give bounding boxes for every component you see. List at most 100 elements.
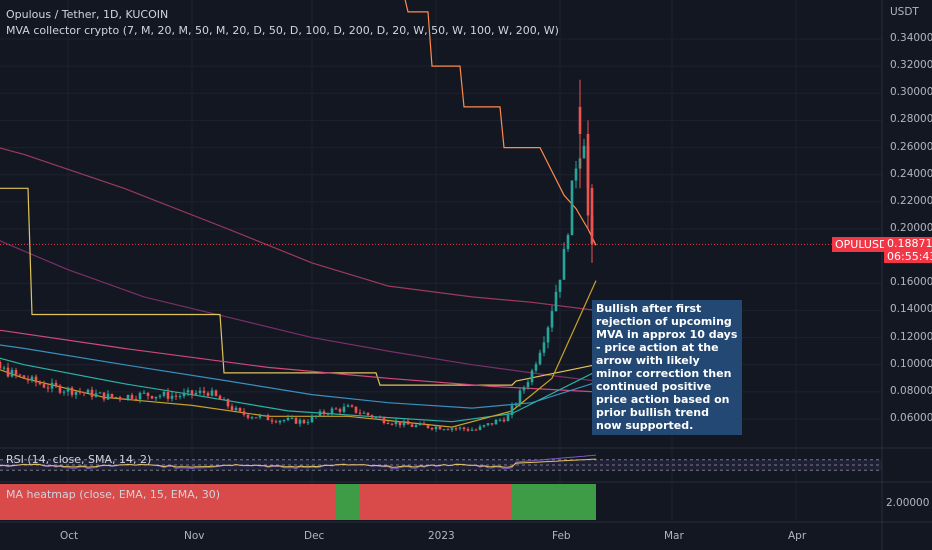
candle-body — [110, 393, 114, 398]
candle-body — [70, 387, 74, 395]
candle-body — [58, 385, 62, 393]
candle-body — [306, 422, 310, 424]
candle-body — [458, 427, 462, 429]
candle-body — [514, 403, 518, 406]
candle-body — [258, 415, 262, 418]
y-tick-label: 0.06000 — [890, 412, 932, 424]
y-tick-label: 0.34000 — [890, 32, 932, 44]
candle-body — [78, 391, 82, 393]
y-tick-label: 0.20000 — [890, 222, 932, 234]
moving-average-lines — [0, 0, 597, 428]
moving-average-line — [0, 239, 597, 382]
x-tick-label: Dec — [304, 530, 325, 542]
candle-body — [162, 392, 166, 396]
candle-body — [262, 414, 266, 416]
candle-body — [566, 235, 570, 249]
grid-lines — [0, 0, 882, 520]
heatmap-segment-bull — [512, 484, 596, 520]
candle-body — [534, 364, 538, 371]
candle-body — [234, 407, 238, 411]
candle-body — [478, 426, 482, 430]
candle-body — [374, 417, 378, 419]
candle-body — [122, 398, 126, 400]
candle-body — [26, 378, 30, 381]
candle-body — [246, 414, 250, 418]
moving-average-line — [0, 147, 597, 311]
candle-body — [550, 311, 554, 328]
candle-body — [394, 421, 398, 425]
candle-body — [542, 342, 546, 353]
candle-body — [366, 412, 370, 416]
candle-body — [554, 291, 558, 312]
y-tick-label: 0.14000 — [890, 303, 932, 316]
candle-body — [146, 392, 150, 396]
annotation-callout[interactable]: Bullish after first rejection of upcomin… — [592, 300, 742, 435]
candlesticks — [0, 79, 882, 433]
candle-body — [486, 423, 490, 426]
candle-body — [586, 134, 590, 216]
candle-body — [134, 398, 138, 400]
candle-body — [390, 423, 394, 425]
rsi-line — [0, 454, 597, 470]
candle-body — [386, 423, 390, 425]
candle-body — [218, 395, 222, 400]
candle-body — [170, 395, 174, 399]
candle-body — [222, 399, 226, 401]
candle-body — [342, 406, 346, 412]
candle-body — [34, 376, 38, 383]
candle-body — [494, 419, 498, 425]
symbol-title[interactable]: Opulous / Tether, 1D, KUCOIN — [6, 8, 169, 21]
y-tick-label: 0.30000 — [890, 86, 932, 99]
candle-body — [334, 408, 338, 410]
y-tick-label: 0.28000 — [890, 113, 932, 126]
candle-body — [302, 419, 306, 424]
candle-body — [238, 407, 242, 412]
candle-body — [150, 395, 154, 399]
candle-body — [318, 411, 322, 416]
candle-body — [38, 382, 42, 385]
candle-body — [574, 168, 578, 181]
candle-body — [338, 408, 342, 412]
heatmap-segment-bull — [336, 484, 360, 520]
candle-body — [166, 392, 170, 399]
candle-body — [446, 429, 450, 431]
candle-body — [570, 180, 574, 236]
candle-body — [118, 397, 122, 399]
y-tick-label: 0.22000 — [890, 194, 932, 207]
candle-body — [102, 392, 106, 400]
candle-body — [62, 391, 66, 393]
candle-body — [270, 420, 274, 422]
indicator-legend[interactable]: MVA collector crypto (7, M, 20, M, 50, M… — [6, 24, 559, 37]
candle-body — [90, 389, 94, 397]
y-tick-label: 0.24000 — [890, 167, 932, 180]
candle-body — [454, 428, 458, 430]
candle-body — [418, 423, 422, 426]
heatmap-legend[interactable]: MA heatmap (close, EMA, 15, EMA, 30) — [6, 488, 221, 501]
candle-body — [154, 396, 158, 399]
candle-body — [330, 408, 334, 414]
rsi-legend[interactable]: RSI (14, close, SMA, 14, 2) — [6, 453, 152, 466]
candle-body — [362, 412, 366, 414]
bar-countdown-tag: 06:55:43 — [884, 250, 932, 263]
candle-body — [250, 417, 254, 419]
candle-body — [466, 429, 470, 431]
candle-body — [490, 423, 494, 425]
candle-body — [562, 248, 566, 280]
candle-body — [86, 389, 90, 393]
candle-body — [322, 411, 326, 414]
candle-body — [414, 425, 418, 427]
candle-body — [290, 417, 294, 419]
candle-body — [14, 369, 18, 375]
candle-body — [518, 390, 522, 404]
candle-body — [370, 415, 374, 418]
candle-body — [186, 390, 190, 393]
candle-body — [382, 417, 386, 424]
candle-body — [450, 428, 454, 430]
candle-body — [282, 420, 286, 422]
candle-body — [378, 417, 382, 419]
candle-body — [22, 375, 26, 379]
y-tick-label: 0.26000 — [890, 140, 932, 153]
candle-body — [210, 390, 214, 396]
candle-body — [506, 414, 510, 422]
